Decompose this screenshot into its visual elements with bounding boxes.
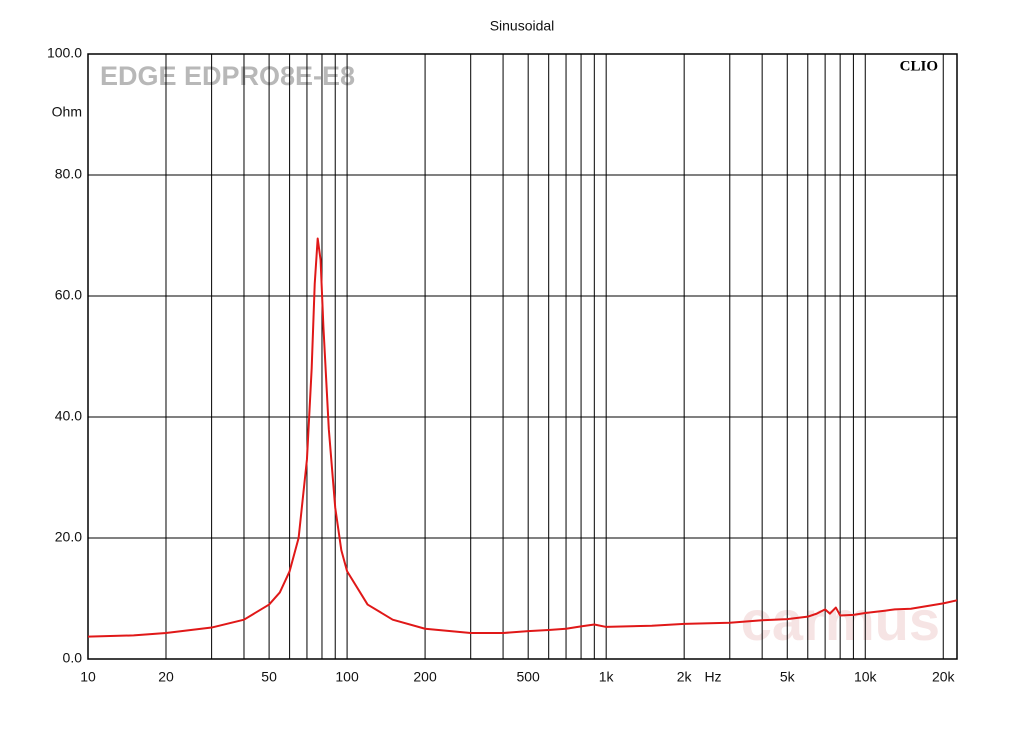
x-tick-label: 10 xyxy=(80,669,96,685)
y-tick-label: 0.0 xyxy=(63,650,83,666)
x-tick-label: 5k xyxy=(780,669,796,685)
y-tick-label: 40.0 xyxy=(55,408,82,424)
x-tick-label: 200 xyxy=(413,669,437,685)
x-tick-label: 1k xyxy=(599,669,615,685)
y-axis-label: Ohm xyxy=(52,104,82,120)
x-tick-label: 10k xyxy=(854,669,878,685)
x-tick-label: 100 xyxy=(335,669,359,685)
x-tick-label: 500 xyxy=(516,669,540,685)
impedance-line xyxy=(87,237,958,638)
y-tick-label: 60.0 xyxy=(55,287,82,303)
plot-frame xyxy=(87,53,958,660)
x-axis-label: Hz xyxy=(704,669,721,685)
watermark: EDGE EDPRO8E-E8 xyxy=(100,61,355,91)
y-tick-label: 100.0 xyxy=(47,45,82,61)
y-tick-label: 80.0 xyxy=(55,166,82,182)
x-tick-label: 2k xyxy=(677,669,693,685)
y-tick-label: 20.0 xyxy=(55,529,82,545)
brand: CLIO xyxy=(900,58,938,74)
x-tick-label: 20 xyxy=(158,669,174,685)
chart-title: Sinusoidal xyxy=(490,18,555,34)
x-tick-label: 20k xyxy=(932,669,956,685)
x-tick-label: 50 xyxy=(261,669,277,685)
